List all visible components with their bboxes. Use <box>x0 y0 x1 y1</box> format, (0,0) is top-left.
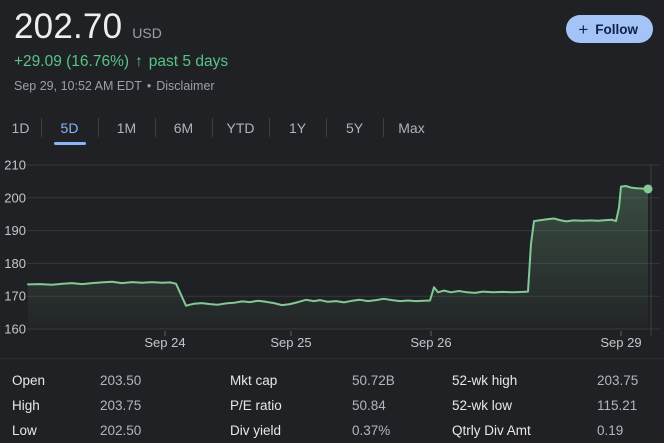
stat-label-high: High <box>12 398 40 413</box>
tab-1d[interactable]: 1D <box>0 111 41 145</box>
change-amount: +29.09 (16.76%) <box>14 53 130 70</box>
x-axis-label: Sep 26 <box>410 335 451 350</box>
y-axis-label: 200 <box>4 190 26 205</box>
stat-value-pe-ratio: 50.84 <box>352 398 386 413</box>
currency-label: USD <box>132 25 162 41</box>
follow-button-label: Follow <box>595 21 638 37</box>
stats-row: Open 203.50 Mkt cap 50.72B 52-wk high 20… <box>12 368 664 393</box>
price-header: 202.70 USD +29.09 (16.76%) ↑ past 5 days… <box>14 7 228 93</box>
tab-1m[interactable]: 1M <box>98 111 155 145</box>
stat-value-div-yield: 0.37% <box>352 423 391 438</box>
time-range-tabs: 1D 5D 1M 6M YTD 1Y 5Y Max <box>0 111 440 145</box>
stat-label-div-yield: Div yield <box>230 423 282 438</box>
stat-label-qtrly-div: Qtrly Div Amt <box>452 423 531 438</box>
y-axis-label: 210 <box>4 158 26 173</box>
price-change: +29.09 (16.76%) ↑ past 5 days <box>14 53 228 71</box>
stat-value-low: 202.50 <box>100 423 142 438</box>
arrow-up-icon: ↑ <box>135 53 143 70</box>
y-axis-label: 160 <box>4 322 26 337</box>
plus-icon: + <box>578 19 589 39</box>
stat-value-qtrly-div: 0.19 <box>597 423 624 438</box>
tab-ytd[interactable]: YTD <box>212 111 269 145</box>
follow-button[interactable]: + Follow <box>566 15 653 43</box>
stat-label-mkt-cap: Mkt cap <box>230 373 278 388</box>
stats-row: High 203.75 P/E ratio 50.84 52-wk low 11… <box>12 393 664 418</box>
disclaimer-link[interactable]: Disclaimer <box>156 79 215 93</box>
stats-row: Low 202.50 Div yield 0.37% Qtrly Div Amt… <box>12 418 664 443</box>
y-axis-label: 170 <box>4 289 26 304</box>
y-axis-label: 180 <box>4 256 26 271</box>
stat-value-52wk-low: 115.21 <box>597 398 638 413</box>
x-axis-label: Sep 24 <box>144 335 185 350</box>
price-value: 202.70 <box>14 7 123 46</box>
stat-label-open: Open <box>12 373 46 388</box>
tab-1y[interactable]: 1Y <box>269 111 326 145</box>
tab-5y[interactable]: 5Y <box>326 111 383 145</box>
stat-label-low: Low <box>12 423 37 438</box>
change-period: past 5 days <box>148 53 229 70</box>
stat-label-pe-ratio: P/E ratio <box>230 398 282 413</box>
stat-value-mkt-cap: 50.72B <box>352 373 395 388</box>
chart-area-fill <box>28 186 648 330</box>
timestamp: Sep 29, 10:52 AM EDT <box>14 79 142 93</box>
tab-6m[interactable]: 6M <box>155 111 212 145</box>
y-axis-label: 190 <box>4 223 26 238</box>
stat-label-52wk-high: 52-wk high <box>452 373 518 388</box>
x-axis-label: Sep 29 <box>600 335 641 350</box>
stat-label-52wk-low: 52-wk low <box>452 398 513 413</box>
price-chart[interactable]: 210 200 190 180 170 160 Sep 24 Sep 25 Sep 26 Sep … <box>0 150 664 358</box>
chart-end-dot <box>643 184 653 194</box>
x-axis-label: Sep 25 <box>270 335 311 350</box>
tab-5d[interactable]: 5D <box>41 111 98 145</box>
stat-value-high: 203.75 <box>100 398 142 413</box>
chart-line <box>27 185 649 307</box>
stat-value-open: 203.50 <box>100 373 142 388</box>
stat-value-52wk-high: 203.75 <box>597 373 639 388</box>
tab-max[interactable]: Max <box>383 111 440 145</box>
key-stats-table: Open 203.50 Mkt cap 50.72B 52-wk high 20… <box>0 358 664 443</box>
dot-separator: • <box>146 79 152 93</box>
price-chart-svg: 210 200 190 180 170 160 Sep 24 Sep 25 Sep 26 Sep … <box>4 158 660 350</box>
